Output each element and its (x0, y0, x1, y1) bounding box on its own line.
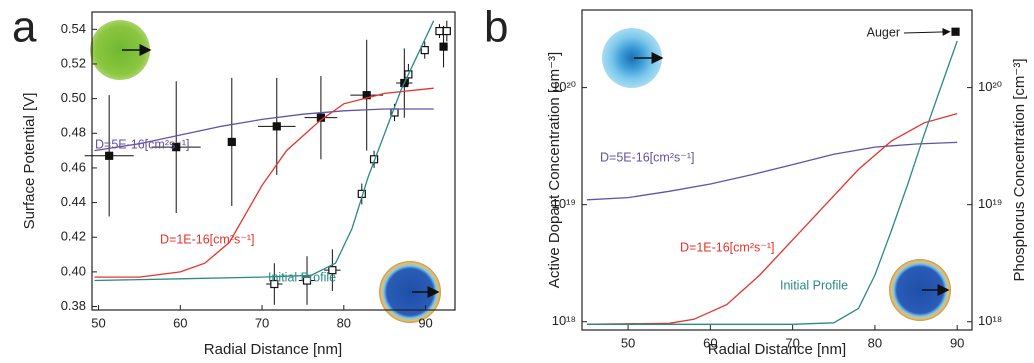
marker (420, 46, 429, 55)
curve (94, 20, 435, 282)
curve (586, 40, 958, 325)
x-tick-label: 80 (337, 315, 351, 330)
x-tick-label: 80 (868, 335, 882, 350)
marker (270, 279, 279, 289)
callout-arrow (903, 27, 951, 36)
panel-label: a (12, 3, 37, 52)
y-tick-label: 10²⁰ (552, 79, 576, 94)
y-tick-label: 0.46 (61, 159, 86, 174)
curve-label: Initial Profile (268, 270, 336, 284)
y2-tick-label: 10¹⁸ (978, 313, 1002, 328)
panel-label: b (484, 3, 508, 52)
y-axis-title: Surface Potential [V] (21, 93, 38, 230)
x-axis-title: Radial Distance [nm] (204, 341, 342, 358)
x-tick-label: 90 (418, 315, 432, 330)
plot-frame (91, 11, 456, 311)
marker (442, 26, 451, 36)
curve-label: Auger (867, 25, 900, 39)
y-tick-label: 10¹⁹ (552, 196, 576, 211)
y-tick-label: 0.52 (61, 55, 86, 70)
y-tick-label: 0.50 (61, 90, 86, 105)
y2-tick-label: 10²⁰ (978, 79, 1002, 94)
curve (94, 87, 434, 278)
y-tick-label: 0.44 (61, 194, 86, 209)
curve (586, 112, 958, 325)
inset-circle (90, 20, 150, 80)
y-tick-label: 0.48 (61, 125, 86, 140)
marker (227, 137, 236, 147)
inset-circle (889, 259, 951, 321)
curve-label: D=5E-16[cm²s⁻¹] (600, 150, 694, 164)
y-tick-label: 0.40 (61, 263, 86, 278)
y2-tick-label: 10¹⁹ (978, 196, 1002, 211)
inset-circle (602, 28, 662, 88)
y2-axis-title: Phosphorus Concentration [cm⁻³] (1011, 58, 1028, 281)
y-tick-label: 10¹⁸ (552, 313, 576, 328)
curve-label: D=1E-16[cm²s⁻¹] (680, 240, 774, 254)
y-tick-label: 0.42 (61, 229, 86, 244)
y-axis-title: Active Dopant Concentration [cm⁻³] (546, 52, 563, 288)
x-tick-label: 50 (91, 315, 105, 330)
plot-frame (581, 9, 973, 331)
marker (951, 27, 960, 36)
curve-label: D=5E-16[cm²s⁻¹] (95, 137, 189, 151)
y-tick-label: 0.38 (61, 298, 86, 313)
marker (105, 151, 114, 160)
marker (272, 122, 281, 131)
marker (172, 143, 181, 152)
x-axis-title: Radial Distance [nm] (708, 341, 846, 358)
marker (362, 91, 371, 100)
x-tick-label: 60 (173, 315, 187, 330)
curve-label: D=1E-16[cm²s⁻¹] (160, 232, 254, 246)
marker (328, 266, 337, 275)
x-tick-label: 90 (950, 335, 964, 350)
curve (94, 108, 434, 152)
curve-label: Initial Profile (780, 278, 848, 292)
curve (586, 141, 958, 201)
x-tick-label: 70 (785, 335, 799, 350)
y-tick-label: 0.54 (61, 21, 86, 36)
x-tick-label: 60 (703, 335, 717, 350)
x-tick-label: 50 (621, 335, 635, 350)
marker (435, 26, 444, 36)
marker (439, 42, 448, 51)
marker (302, 276, 312, 285)
x-tick-label: 70 (255, 315, 269, 330)
